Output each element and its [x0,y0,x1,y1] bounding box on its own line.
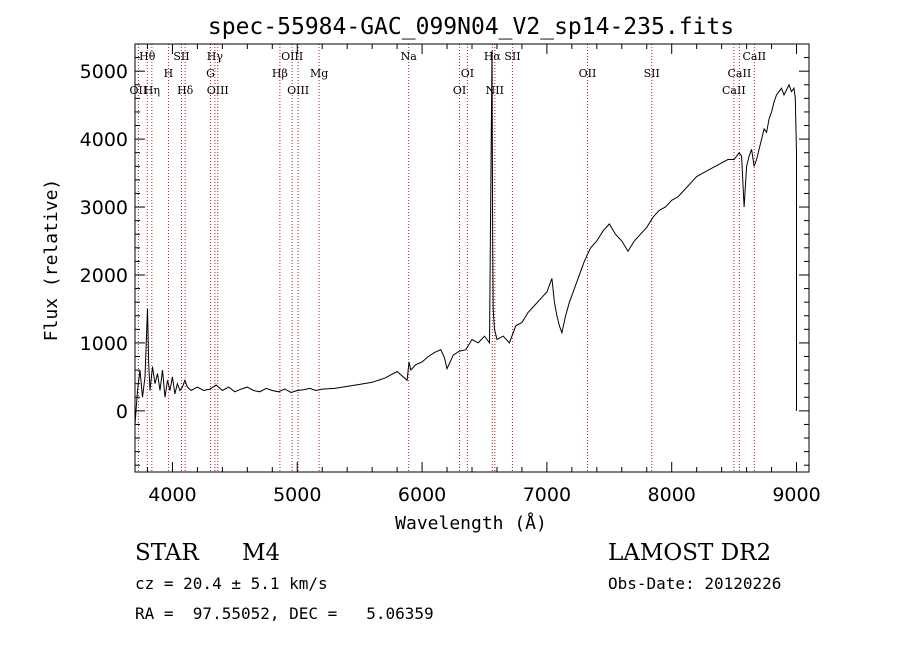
x-tick-label: 8000 [648,484,696,506]
y-tick-label: 0 [116,401,128,423]
line-label-OII: OII [130,84,148,97]
x-tick-label: 5000 [273,484,321,506]
line-label-NII: NII [486,84,504,97]
line-label-Na: Na [401,50,418,63]
line-label-Hα: Hα [484,50,502,63]
line-label-OII: OII [579,67,597,80]
line-label-OI: OI [461,67,474,80]
line-label-CaII: CaII [742,50,766,63]
line-label-OIII: OIII [207,84,229,97]
object-subclass: M4 [242,540,281,566]
spectrum-chart: spec-55984-GAC_099N04_V2_sp14-235.fits H… [41,14,821,534]
y-tick-label: 2000 [80,265,128,287]
line-label-OI: OI [453,84,466,97]
x-axis-ticks: 4000 5000 6000 7000 8000 9000 [146,44,821,506]
plot-frame [134,43,810,473]
line-label-Hδ: Hδ [177,84,194,97]
line-label-SII: SII [504,50,520,63]
spectral-line-markers [137,44,755,472]
spectrum-series-line [134,50,797,425]
y-axis-ticks: 0 1000 2000 3000 4000 5000 [80,43,809,466]
line-label-CaII: CaII [728,67,752,80]
x-tick-label: 4000 [148,484,196,506]
x-axis-label: Wavelength (Å) [395,512,547,534]
y-axis-label: Flux (relative) [41,179,62,342]
redshift-readout: cz = 20.4 ± 5.1 km/s [135,574,328,593]
x-tick-label: 6000 [398,484,446,506]
line-label-H: H [164,67,174,80]
line-label-Mg: Mg [310,67,328,80]
line-label-Hθ: Hθ [139,50,156,63]
chart-title: spec-55984-GAC_099N04_V2_sp14-235.fits [208,14,734,40]
line-label-SII: SII [644,67,660,80]
y-tick-label: 5000 [80,61,128,83]
line-label-OIII: OIII [281,50,303,63]
line-label-CaII: CaII [722,84,746,97]
obs-date: Obs-Date: 20120226 [608,574,782,593]
y-tick-label: 4000 [80,129,128,151]
spectral-line-labels: HθOIIHηHSIIHδHγGOIIIOIIIHβOIIIMgNaOIOIHα… [130,50,767,97]
line-label-Hγ: Hγ [207,50,224,63]
line-label-G: G [206,67,215,80]
coordinates-readout: RA = 97.55052, DEC = 5.06359 [135,604,434,623]
y-tick-label: 3000 [80,197,128,219]
y-tick-label: 1000 [80,333,128,355]
line-label-OIII: OIII [287,84,309,97]
survey-name: LAMOST DR2 [608,540,772,566]
x-tick-label: 7000 [523,484,571,506]
line-label-Hη: Hη [144,84,160,97]
line-label-SII: SII [173,50,189,63]
x-tick-label: 9000 [772,484,820,506]
line-label-Hβ: Hβ [272,67,288,80]
object-class: STAR [135,540,199,566]
